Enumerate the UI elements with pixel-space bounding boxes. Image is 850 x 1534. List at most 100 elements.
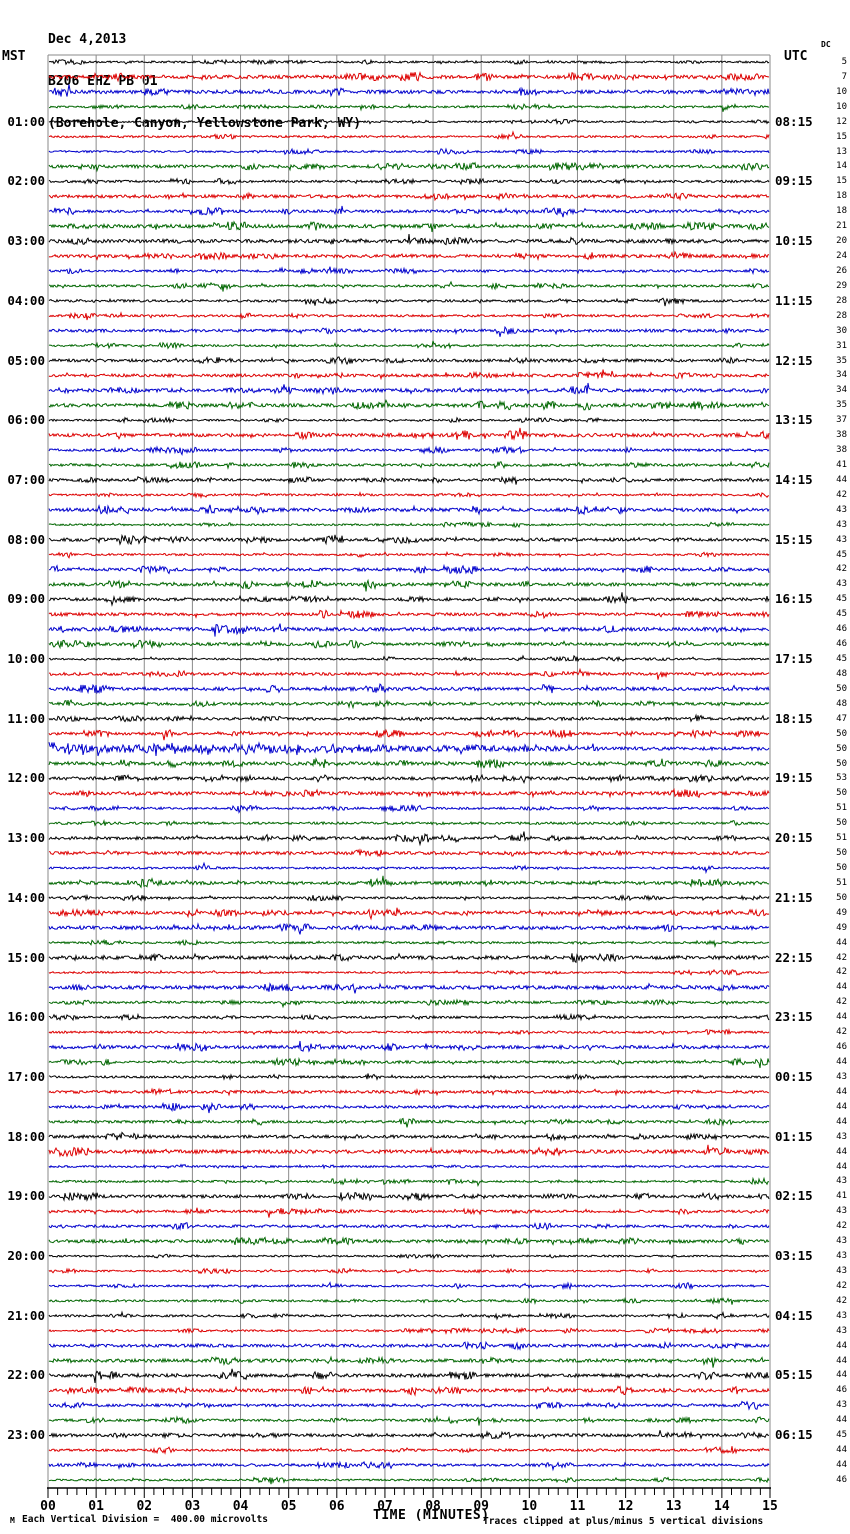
dc-offset-value: 42 — [836, 967, 847, 978]
dc-offset-value: 46 — [836, 1474, 847, 1485]
dc-offset-value: 30 — [836, 325, 847, 336]
dc-offset-value: 50 — [836, 728, 847, 739]
trace-row-41 — [49, 667, 770, 680]
dc-offset-value: 47 — [836, 713, 847, 724]
trace-row-44 — [48, 713, 770, 723]
trace-row-26 — [48, 445, 770, 457]
dc-offset-value: 51 — [836, 833, 847, 844]
trace-row-7 — [48, 161, 770, 173]
dc-offset-value: 35 — [836, 400, 847, 411]
mst-time-label: 05:00 — [7, 352, 45, 368]
dc-offset-value: 10 — [836, 101, 847, 112]
dc-offset-value: 43 — [836, 1310, 847, 1321]
trace-row-1 — [48, 70, 770, 83]
trace-row-23 — [48, 398, 770, 412]
trace-row-75 — [48, 1176, 770, 1188]
dc-offset-value: 43 — [836, 519, 847, 530]
trace-row-24 — [48, 416, 770, 425]
trace-row-29 — [48, 491, 770, 499]
mst-time-label: 09:00 — [7, 591, 45, 607]
dc-offset-value: 50 — [836, 758, 847, 769]
trace-row-14 — [48, 266, 770, 276]
utc-time-label: 08:15 — [775, 113, 813, 129]
utc-time-label: 20:15 — [775, 830, 813, 846]
x-tick-label: 07 — [377, 1499, 393, 1514]
dc-offset-value: 46 — [836, 1042, 847, 1053]
dc-offset-value: 46 — [836, 639, 847, 650]
dc-offset-value: 44 — [836, 937, 847, 948]
dc-offset-value: 42 — [836, 952, 847, 963]
dc-offset-value: 26 — [836, 265, 847, 276]
dc-offset-value: 15 — [836, 131, 847, 142]
dc-offset-value: 46 — [836, 1385, 847, 1396]
right-timezone-label: UTC — [784, 49, 808, 64]
trace-row-34 — [48, 563, 770, 575]
dc-offset-value: 44 — [836, 1086, 847, 1097]
dc-offset-value: 53 — [836, 773, 847, 784]
trace-row-13 — [48, 250, 769, 262]
utc-time-label: 12:15 — [775, 352, 813, 368]
dc-offset-value: 28 — [836, 295, 847, 306]
dc-offset-value: 42 — [836, 1221, 847, 1232]
dc-offset-value: 43 — [836, 1325, 847, 1336]
title-date: Dec 4,2013 — [48, 32, 127, 47]
dc-offset-value: 44 — [836, 1116, 847, 1127]
mst-time-label: 08:00 — [7, 531, 45, 547]
dc-offset-value: 50 — [836, 848, 847, 859]
trace-row-76 — [48, 1191, 770, 1202]
trace-row-17 — [48, 311, 770, 321]
trace-row-38 — [48, 623, 770, 637]
mst-time-label: 22:00 — [7, 1367, 45, 1383]
mst-time-label: 01:00 — [7, 113, 45, 129]
utc-time-label: 19:15 — [775, 770, 813, 786]
mst-time-label: 07:00 — [7, 471, 45, 487]
trace-row-28 — [48, 475, 770, 485]
trace-row-52 — [48, 831, 770, 847]
dc-offset-value: 49 — [836, 922, 847, 933]
trace-row-82 — [49, 1281, 770, 1291]
mst-time-label: 20:00 — [7, 1248, 45, 1264]
x-tick-label: 11 — [569, 1499, 586, 1514]
utc-time-label: 00:15 — [775, 1068, 813, 1084]
dc-offset-value: 43 — [836, 1400, 847, 1411]
mst-time-label: 02:00 — [7, 173, 45, 189]
dc-offset-value: 42 — [836, 1280, 847, 1291]
dc-offset-value: 38 — [836, 445, 847, 456]
dc-offset-value: 44 — [836, 1057, 847, 1068]
mst-time-label: 21:00 — [7, 1307, 45, 1323]
dc-offset-value: 45 — [836, 654, 847, 665]
dc-offset-value: 43 — [836, 1266, 847, 1276]
mst-time-label: 04:00 — [7, 292, 45, 308]
dc-offset-value: 44 — [836, 1340, 847, 1351]
x-tick-label: 09 — [473, 1499, 490, 1514]
dc-offset-value: 48 — [836, 698, 847, 709]
dc-column-header: DC — [821, 40, 831, 49]
dc-offset-value: 12 — [836, 116, 847, 127]
trace-row-84 — [48, 1310, 770, 1321]
trace-row-21 — [48, 369, 770, 381]
dc-offset-value: 34 — [836, 385, 847, 396]
mst-time-label: 23:00 — [7, 1427, 45, 1443]
dc-offset-value: 5 — [841, 57, 847, 67]
x-tick-label: 02 — [136, 1499, 153, 1514]
dc-offset-value: 42 — [836, 489, 847, 500]
trace-row-92 — [48, 1430, 770, 1440]
dc-offset-value: 44 — [836, 474, 847, 485]
trace-row-72 — [48, 1131, 770, 1142]
trace-row-4 — [48, 117, 770, 126]
utc-time-label: 17:15 — [775, 651, 813, 667]
dc-offset-value: 46 — [836, 624, 847, 635]
utc-time-label: 02:15 — [775, 1188, 813, 1204]
clip-note: Traces clipped at plus/minus 5 vertical … — [483, 1516, 764, 1527]
utc-time-label: 13:15 — [775, 412, 813, 428]
trace-row-62 — [48, 982, 770, 994]
trace-row-69 — [48, 1087, 770, 1097]
trace-row-80 — [48, 1253, 770, 1260]
dc-offset-value: 15 — [836, 176, 847, 187]
x-tick-label: 12 — [617, 1499, 634, 1514]
trace-row-85 — [48, 1326, 770, 1335]
trace-row-43 — [49, 698, 770, 710]
trace-row-19 — [48, 340, 770, 350]
dc-offset-value: 50 — [836, 863, 847, 873]
